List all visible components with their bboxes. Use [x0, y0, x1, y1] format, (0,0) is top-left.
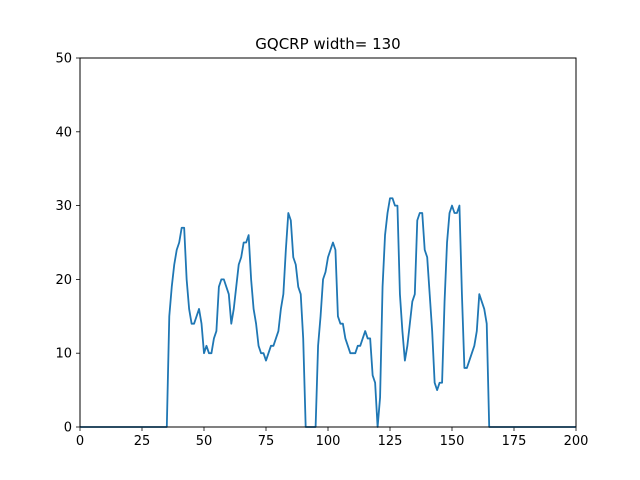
- x-tick-label: 200: [564, 434, 589, 449]
- x-tick-label: 25: [134, 434, 151, 449]
- x-tick-label: 150: [440, 434, 465, 449]
- x-tick-label: 75: [258, 434, 275, 449]
- x-tick-label: 175: [502, 434, 527, 449]
- y-tick-label: 40: [55, 125, 72, 140]
- axes-frame: [79, 57, 577, 428]
- series-line: [80, 197, 576, 428]
- y-tick-label: 20: [55, 273, 72, 288]
- axis-ticks: 0 25 50 75 100 125 150 175 200 0 10 20 30 40 50: [55, 52, 588, 450]
- x-tick-label: 50: [196, 434, 213, 449]
- x-tick-label: 0: [76, 434, 84, 449]
- chart-title: GQCRP width= 130: [255, 35, 400, 53]
- x-tick-label: 100: [316, 434, 341, 449]
- y-tick-label: 50: [55, 52, 72, 67]
- y-tick-label: 0: [64, 421, 72, 436]
- y-tick-label: 30: [55, 199, 72, 214]
- plot-area: [80, 197, 576, 428]
- y-tick-label: 10: [55, 347, 72, 362]
- x-tick-label: 125: [378, 434, 403, 449]
